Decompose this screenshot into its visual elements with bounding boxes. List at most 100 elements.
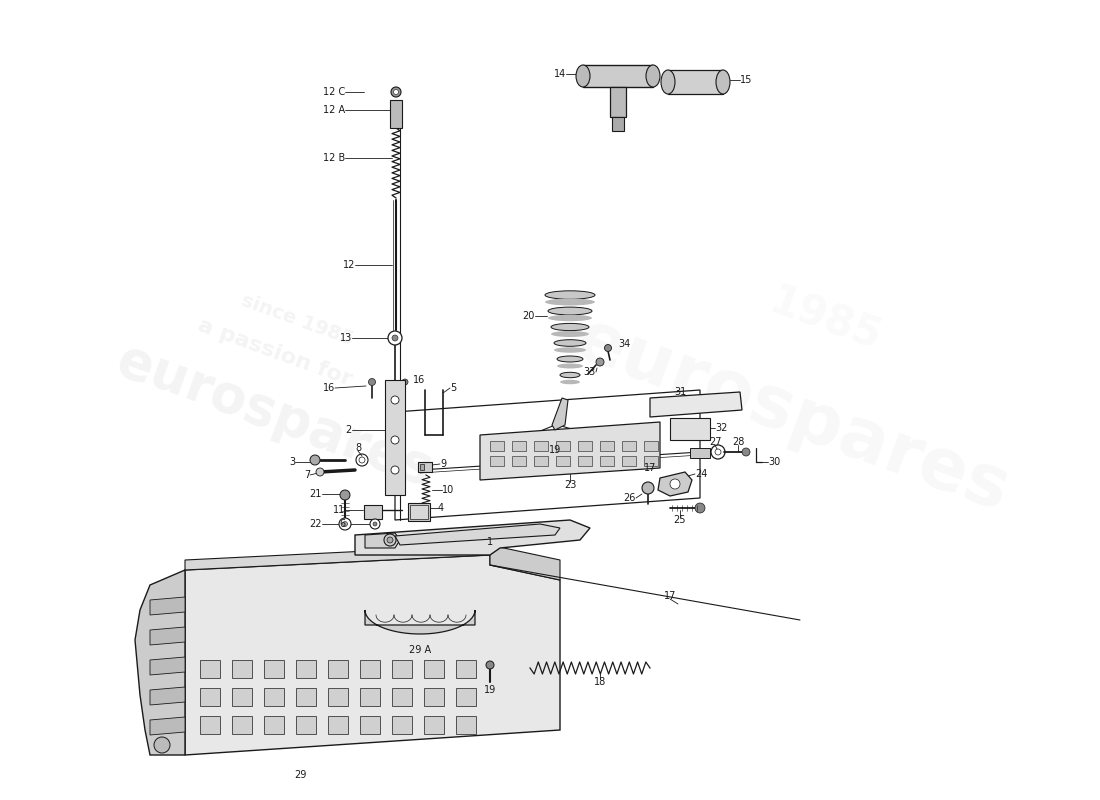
Text: 17: 17 (663, 591, 676, 601)
Polygon shape (480, 422, 660, 480)
Bar (583, 65, 653, 87)
Bar (232, 716, 252, 734)
Text: 13: 13 (340, 333, 352, 343)
Polygon shape (355, 520, 590, 555)
Bar (200, 660, 220, 678)
Circle shape (742, 448, 750, 456)
Bar (534, 456, 548, 466)
Text: 16: 16 (322, 383, 335, 393)
Ellipse shape (554, 340, 586, 346)
Circle shape (373, 522, 377, 526)
Circle shape (394, 90, 398, 94)
Bar (264, 716, 284, 734)
Bar (392, 716, 412, 734)
Bar (392, 688, 412, 706)
Text: 26: 26 (624, 493, 636, 503)
Bar (392, 660, 412, 678)
Polygon shape (552, 398, 568, 430)
Text: 17: 17 (644, 463, 657, 473)
Text: 27: 27 (708, 437, 722, 447)
Ellipse shape (661, 70, 675, 94)
Polygon shape (185, 555, 560, 755)
Text: 19: 19 (549, 445, 561, 455)
Bar (690, 448, 710, 458)
Bar (296, 716, 316, 734)
Text: 16: 16 (412, 375, 426, 385)
Text: 9: 9 (440, 459, 447, 469)
Bar (556, 456, 570, 466)
Ellipse shape (544, 291, 595, 299)
Bar (424, 716, 444, 734)
Bar (385, 380, 405, 495)
Ellipse shape (557, 363, 583, 369)
Bar (296, 688, 316, 706)
Text: 29: 29 (294, 770, 306, 780)
Polygon shape (150, 597, 185, 615)
Bar (578, 441, 592, 451)
Ellipse shape (548, 307, 592, 315)
Text: 22: 22 (309, 519, 322, 529)
Text: 28: 28 (732, 437, 745, 447)
Bar (200, 688, 220, 706)
Ellipse shape (544, 298, 595, 306)
Text: 2: 2 (345, 425, 352, 435)
Bar (328, 688, 348, 706)
Text: 33: 33 (584, 367, 596, 377)
Polygon shape (658, 472, 692, 496)
Text: 12 B: 12 B (322, 153, 345, 163)
Text: 12 C: 12 C (322, 87, 345, 97)
Polygon shape (135, 570, 185, 755)
Text: 8: 8 (355, 443, 361, 453)
Ellipse shape (557, 356, 583, 362)
Text: 21: 21 (309, 489, 322, 499)
Bar (296, 660, 316, 678)
Polygon shape (490, 545, 560, 580)
Bar (556, 441, 570, 451)
Text: 12 A: 12 A (323, 105, 345, 115)
Text: 23: 23 (564, 480, 576, 490)
Bar (410, 505, 428, 519)
Ellipse shape (560, 372, 580, 378)
Bar (418, 462, 432, 472)
Circle shape (670, 479, 680, 489)
Bar (456, 660, 476, 678)
Text: 31: 31 (674, 387, 686, 397)
Text: 15: 15 (740, 75, 752, 85)
Bar (512, 456, 526, 466)
Polygon shape (650, 392, 743, 417)
Text: 14: 14 (553, 69, 566, 79)
Circle shape (402, 379, 408, 385)
Text: 6: 6 (339, 519, 345, 529)
Circle shape (695, 503, 705, 513)
Text: eurospares: eurospares (565, 306, 1019, 526)
Circle shape (316, 468, 324, 476)
Polygon shape (365, 533, 400, 548)
Circle shape (642, 482, 654, 494)
Bar (420, 464, 424, 470)
Text: 34: 34 (618, 339, 630, 349)
Bar (408, 503, 430, 521)
Circle shape (370, 519, 379, 529)
Text: 1985: 1985 (763, 281, 887, 359)
Bar (200, 716, 220, 734)
Circle shape (390, 436, 399, 444)
Bar (390, 100, 402, 128)
Circle shape (310, 455, 320, 465)
Text: 1: 1 (487, 537, 493, 547)
Bar (360, 660, 379, 678)
Bar (360, 688, 379, 706)
Bar (644, 441, 658, 451)
Bar (512, 441, 526, 451)
Circle shape (605, 345, 612, 351)
Bar (612, 117, 624, 131)
Bar (600, 441, 614, 451)
Ellipse shape (551, 331, 588, 337)
Circle shape (486, 661, 494, 669)
Ellipse shape (551, 323, 588, 330)
Ellipse shape (646, 65, 660, 87)
Ellipse shape (548, 314, 592, 322)
Text: eurospares: eurospares (110, 334, 440, 498)
Text: 7: 7 (304, 470, 310, 480)
Polygon shape (395, 524, 560, 545)
Circle shape (340, 490, 350, 500)
